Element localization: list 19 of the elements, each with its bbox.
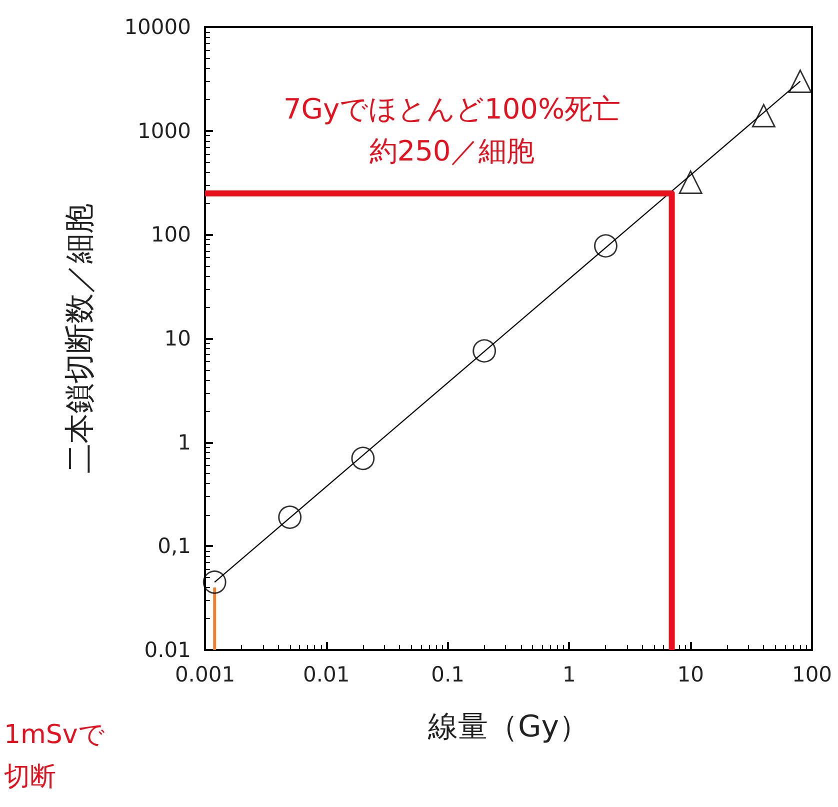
annotation: 約250／細胞 [369,134,535,168]
y-axis-title: 二本鎖切断数／細胞 [62,204,98,474]
x-axis-title: 線量（Gy） [426,710,590,744]
x-tick-label: 1 [562,662,576,686]
y-tick-label: 10 [164,326,191,350]
x-tick-label: 0.001 [174,662,236,686]
text: 1mSvで [4,720,105,750]
y-tick-label: 10000 [124,15,191,39]
x-tick-label: 100 [792,662,832,686]
y-tick-label: 1000 [138,118,191,143]
x-tick-label: 10 [677,662,704,686]
y-tick-label: 1 [178,430,191,454]
annotation: 7Gyでほとんど100%死亡 [283,92,621,126]
x-tick-label: 0.1 [431,662,465,686]
text: 切断 [4,762,56,792]
y-tick-label: 0,1 [158,534,191,558]
x-tick-label: 0.01 [303,662,350,686]
y-tick-label: 100 [150,222,191,247]
y-tick-label: 0.01 [144,638,191,662]
